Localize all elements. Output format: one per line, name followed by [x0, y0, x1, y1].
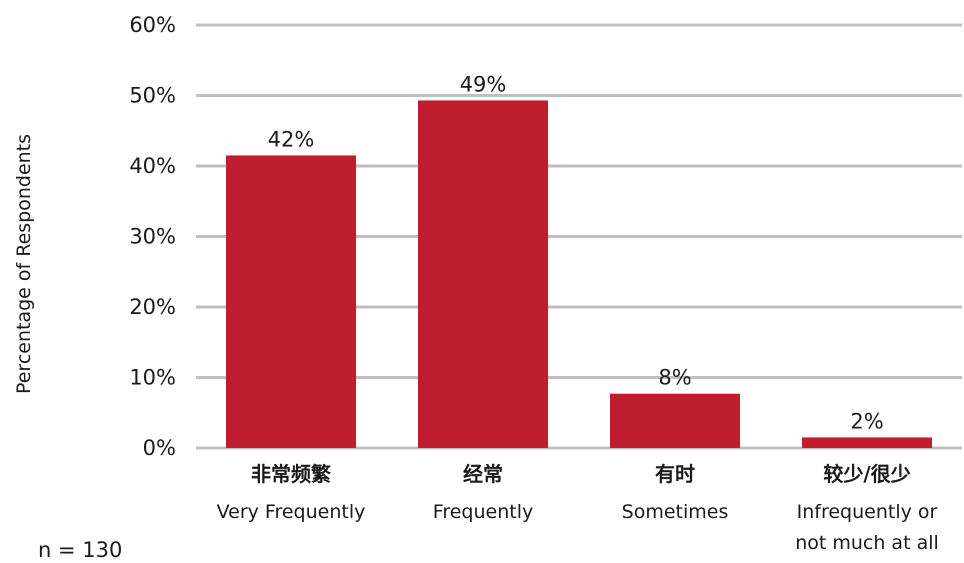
- y-axis-label: Percentage of Respondents: [13, 134, 35, 394]
- x-tick-label-en: Very Frequently: [217, 501, 366, 523]
- y-tick-label: 40%: [129, 154, 176, 178]
- x-tick-label-cn: 非常频繁: [251, 462, 332, 486]
- data-label: 49%: [460, 72, 507, 96]
- x-tick-label-en: Sometimes: [622, 501, 729, 523]
- x-tick-label-cn: 经常: [463, 462, 503, 486]
- x-tick-label-en: not much at all: [795, 532, 939, 554]
- data-label: 42%: [268, 127, 315, 151]
- sample-size-note: n = 130: [38, 538, 123, 562]
- data-label: 2%: [850, 409, 883, 433]
- bar: [226, 155, 356, 449]
- bar: [418, 100, 548, 448]
- y-tick-label: 50%: [129, 84, 176, 108]
- bar: [610, 393, 740, 448]
- y-tick-label: 20%: [129, 295, 176, 319]
- x-tick-label-cn: 有时: [655, 462, 695, 486]
- x-tick-label-cn: 较少/很少: [823, 462, 910, 486]
- x-tick-label-en: Frequently: [433, 501, 533, 523]
- bar: [802, 437, 932, 448]
- y-tick-label: 0%: [143, 436, 176, 460]
- y-tick-label: 60%: [129, 13, 176, 37]
- y-tick-label: 30%: [129, 225, 176, 249]
- y-tick-label: 10%: [129, 366, 176, 390]
- x-tick-label-en: Infrequently or: [797, 501, 938, 523]
- data-label: 8%: [658, 366, 691, 390]
